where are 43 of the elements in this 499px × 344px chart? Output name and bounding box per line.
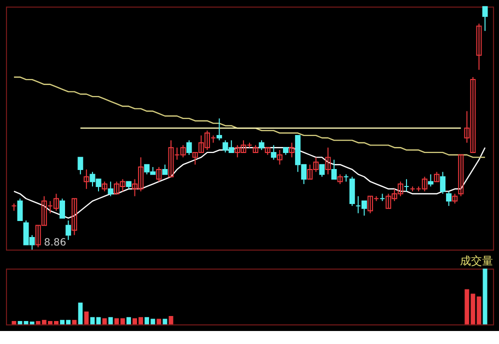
candlestick bbox=[452, 193, 458, 204]
annotation: 8.86 bbox=[44, 238, 66, 249]
bar bbox=[108, 317, 113, 324]
candlestick bbox=[458, 154, 464, 197]
bar bbox=[96, 317, 101, 324]
candlestick bbox=[156, 166, 162, 182]
bar bbox=[162, 318, 168, 324]
candlestick bbox=[258, 140, 264, 151]
bar bbox=[126, 317, 131, 324]
candlestick bbox=[434, 171, 440, 182]
candlestick bbox=[60, 198, 66, 219]
candlestick bbox=[78, 156, 84, 175]
candlestick bbox=[476, 23, 482, 70]
candlestick bbox=[482, 6, 488, 32]
candlestick bbox=[331, 159, 337, 180]
candlestick bbox=[446, 190, 452, 206]
candlestick bbox=[108, 181, 114, 197]
bar bbox=[84, 312, 89, 324]
bar bbox=[156, 318, 162, 324]
bar bbox=[482, 268, 488, 324]
candlestick bbox=[270, 144, 276, 160]
candlestick bbox=[17, 198, 23, 221]
bar bbox=[102, 318, 107, 324]
bar bbox=[90, 317, 95, 324]
candlestick bbox=[325, 147, 331, 175]
candlestick bbox=[66, 220, 72, 240]
candlestick bbox=[162, 164, 168, 175]
bar bbox=[78, 302, 83, 324]
candlestick bbox=[319, 164, 325, 178]
candlestick bbox=[102, 181, 108, 192]
candlestick bbox=[440, 171, 446, 194]
bar bbox=[12, 321, 16, 324]
candlestick bbox=[276, 150, 282, 166]
candlestick bbox=[186, 140, 192, 156]
candlestick bbox=[72, 198, 78, 236]
bar bbox=[168, 316, 174, 324]
candlestick bbox=[428, 174, 434, 187]
candlestick bbox=[289, 142, 295, 158]
bar bbox=[72, 320, 77, 324]
candlestick bbox=[84, 168, 90, 190]
candlestick bbox=[337, 174, 343, 185]
candlestick bbox=[216, 118, 222, 141]
chart-title: 成交量 bbox=[460, 254, 494, 268]
